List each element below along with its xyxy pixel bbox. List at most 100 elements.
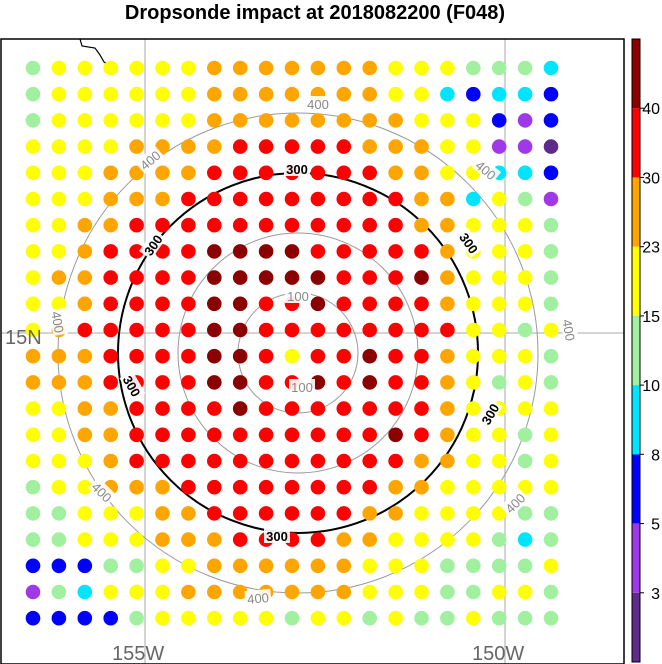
dropsonde-point — [25, 244, 41, 259]
dropsonde-point — [25, 584, 41, 600]
svg-text:400: 400 — [48, 310, 67, 334]
dropsonde-point — [388, 479, 403, 495]
svg-text:100: 100 — [291, 380, 313, 395]
dropsonde-point — [129, 348, 144, 364]
dropsonde-point — [129, 191, 144, 207]
dropsonde-point — [414, 139, 429, 154]
dropsonde-point — [155, 270, 170, 285]
dropsonde-point — [77, 86, 93, 102]
colorbar-segment — [632, 454, 640, 524]
dropsonde-point — [388, 217, 403, 233]
dropsonde-point — [543, 244, 559, 259]
dropsonde-point — [103, 296, 118, 312]
dropsonde-point — [258, 479, 274, 495]
colorbar-tick-label: 23 — [642, 240, 660, 257]
dropsonde-point — [517, 296, 533, 312]
dropsonde-point — [232, 139, 248, 154]
dropsonde-point — [517, 60, 533, 76]
dropsonde-point — [129, 610, 144, 626]
dropsonde-point — [543, 139, 559, 154]
dropsonde-point — [77, 244, 93, 259]
dropsonde-point — [25, 506, 41, 521]
dropsonde-point — [388, 453, 403, 469]
dropsonde-point — [77, 401, 93, 416]
dropsonde-point — [77, 165, 93, 181]
dropsonde-point — [181, 610, 196, 626]
dropsonde-point — [258, 506, 274, 521]
dropsonde-point — [388, 401, 403, 416]
dropsonde-point — [414, 270, 429, 285]
dropsonde-point — [491, 60, 507, 76]
dropsonde-point — [232, 296, 248, 312]
dropsonde-point — [155, 375, 170, 390]
dropsonde-point — [129, 113, 144, 128]
dropsonde-point — [232, 427, 248, 443]
dropsonde-point — [284, 60, 300, 76]
dropsonde-point — [466, 60, 481, 76]
dropsonde-point — [362, 217, 378, 233]
dropsonde-point — [181, 86, 196, 102]
dropsonde-point — [103, 60, 118, 76]
dropsonde-point — [543, 506, 559, 521]
dropsonde-point — [207, 558, 222, 574]
dropsonde-point — [258, 244, 274, 259]
dropsonde-point — [388, 191, 403, 207]
dropsonde-point — [258, 427, 274, 443]
dropsonde-point — [543, 60, 559, 76]
dropsonde-point — [310, 217, 326, 233]
colorbar-tick-label: 15 — [642, 309, 660, 326]
dropsonde-point — [51, 165, 67, 181]
dropsonde-point — [51, 479, 67, 495]
dropsonde-point — [129, 270, 144, 285]
dropsonde-point — [336, 453, 352, 469]
colorbar-segment — [632, 315, 640, 386]
dropsonde-point — [51, 244, 67, 259]
dropsonde-point — [336, 558, 352, 574]
dropsonde-point — [207, 270, 222, 285]
dropsonde-point — [440, 191, 455, 207]
dropsonde-point — [336, 427, 352, 443]
dropsonde-point — [362, 270, 378, 285]
dropsonde-point — [232, 217, 248, 233]
dropsonde-point — [181, 113, 196, 128]
dropsonde-point — [336, 479, 352, 495]
dropsonde-point — [77, 558, 93, 574]
dropsonde-point — [543, 479, 559, 495]
dropsonde-point — [207, 139, 222, 154]
dropsonde-point — [440, 113, 455, 128]
dropsonde-point — [77, 532, 93, 547]
dropsonde-point — [258, 191, 274, 207]
dropsonde-point — [51, 584, 67, 600]
dropsonde-point — [388, 139, 403, 154]
dropsonde-point — [258, 270, 274, 285]
colorbar-segment — [632, 39, 640, 109]
dropsonde-point — [517, 86, 533, 102]
dropsonde-point — [181, 270, 196, 285]
dropsonde-point — [258, 401, 274, 416]
dropsonde-point — [155, 139, 170, 154]
dropsonde-point — [517, 453, 533, 469]
dropsonde-point — [284, 610, 300, 626]
dropsonde-point — [103, 244, 118, 259]
dropsonde-point — [388, 270, 403, 285]
dropsonde-point — [103, 191, 118, 207]
dropsonde-point — [284, 584, 300, 600]
dropsonde-point — [310, 427, 326, 443]
dropsonde-point — [310, 244, 326, 259]
dropsonde-point — [466, 610, 481, 626]
range-ring-label: 100 — [289, 379, 315, 395]
dropsonde-point — [310, 610, 326, 626]
dropsonde-point — [517, 401, 533, 416]
lat-label-15n: 15N — [5, 327, 42, 349]
dropsonde-point — [310, 296, 326, 312]
dropsonde-point — [207, 322, 222, 338]
dropsonde-point — [543, 217, 559, 233]
dropsonde-point — [284, 217, 300, 233]
svg-text:300: 300 — [286, 162, 308, 177]
dropsonde-point — [517, 375, 533, 390]
dropsonde-point — [543, 532, 559, 547]
dropsonde-point — [362, 86, 378, 102]
dropsonde-point — [388, 506, 403, 521]
